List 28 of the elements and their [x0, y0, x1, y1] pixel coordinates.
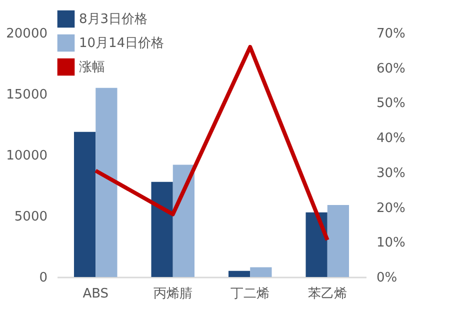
y2-tick-label: 50% — [376, 96, 406, 112]
x-tick-label: 丁二烯 — [230, 286, 270, 302]
y-tick-label: 5000 — [14, 210, 48, 224]
y2-tick-label: 40% — [376, 131, 406, 146]
y-tick-label: 20000 — [6, 26, 48, 42]
x-tick-label: 苯乙烯 — [308, 286, 347, 302]
y2-tick-label: 0% — [376, 270, 398, 286]
bar — [172, 164, 195, 277]
x-tick-label: ABS — [82, 286, 109, 302]
bar — [250, 267, 272, 277]
y2-tick-label: 30% — [376, 166, 406, 181]
y-tick-label: 10000 — [6, 148, 48, 164]
bar — [74, 132, 96, 277]
legend-label: 10月14日价格 — [79, 36, 164, 51]
bar — [96, 88, 118, 277]
y2-tick-label: 10% — [376, 236, 406, 251]
y2-tick-label: 70% — [376, 26, 406, 42]
legend-label: 8月3日价格 — [79, 12, 148, 27]
x-tick-label: 丙烯腈 — [153, 286, 192, 302]
y2-tick-label: 20% — [376, 200, 406, 216]
bar — [327, 205, 350, 277]
y-tick-label: 15000 — [6, 88, 48, 102]
legend-label: 涨幅 — [79, 60, 105, 75]
bar — [151, 182, 173, 277]
y-tick-label: 0 — [39, 270, 48, 286]
bar — [306, 212, 328, 277]
bar — [228, 270, 250, 277]
y2-tick-label: 60% — [376, 61, 406, 76]
